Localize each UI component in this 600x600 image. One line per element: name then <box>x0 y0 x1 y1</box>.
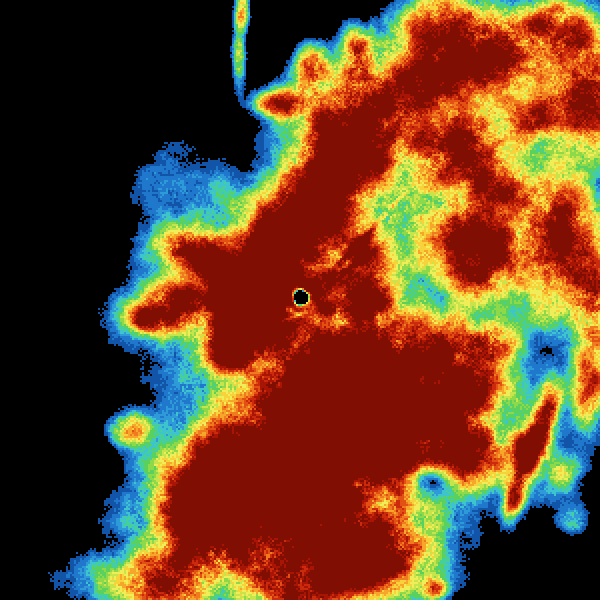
radar-display <box>0 0 600 600</box>
radar-reflectivity-canvas <box>0 0 600 600</box>
